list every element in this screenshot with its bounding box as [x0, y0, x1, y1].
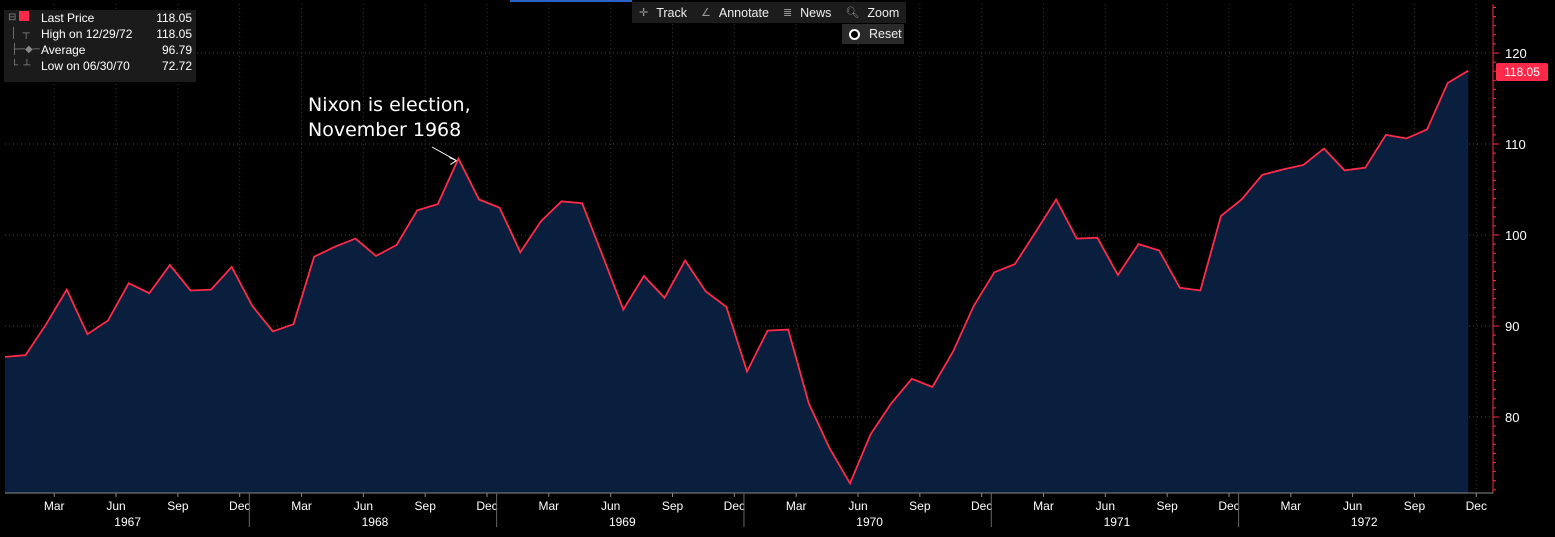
year-label: 1967: [114, 515, 141, 529]
annotation-line-1: Nixon is election,: [308, 94, 471, 116]
last-price-badge: 118.05: [1496, 63, 1548, 81]
x-tick-label: Mar: [1280, 499, 1301, 513]
track-label: Track: [656, 5, 688, 20]
legend-average-label: Average: [41, 43, 86, 57]
x-tick-label: Jun: [601, 499, 620, 513]
collapse-icon[interactable]: ⊟: [8, 10, 36, 26]
pencil-icon: ∠: [701, 7, 711, 19]
area-fill: [5, 70, 1469, 493]
annotate-button[interactable]: ∠ Annotate: [694, 2, 776, 23]
y-tick-label: 100: [1505, 228, 1527, 243]
y-tick-label: 120: [1505, 46, 1527, 61]
news-label: News: [800, 5, 832, 20]
x-tick-label: Mar: [786, 499, 807, 513]
zoom-button[interactable]: 🔍︎ Zoom: [838, 2, 906, 23]
reset-label: Reset: [869, 27, 902, 41]
magnifier-icon: 🔍︎: [845, 7, 860, 19]
x-tick-label: Dec: [1218, 499, 1239, 513]
x-tick-label: Dec: [1466, 499, 1487, 513]
legend-panel: ⊟ Last Price 118.05 │ ┬ High on 12/29/72…: [4, 10, 196, 82]
chart-annotation[interactable]: Nixon is election, November 1968: [308, 93, 471, 143]
x-tick-label: Dec: [971, 499, 992, 513]
chart-toolbar: ✛ Track ∠ Annotate ≣ News 🔍︎ Zoom: [632, 2, 907, 23]
year-label: 1972: [1351, 515, 1378, 529]
x-tick-label: Sep: [167, 499, 189, 513]
annotation-arrowhead: [449, 157, 457, 162]
x-tick-label: Sep: [1404, 499, 1426, 513]
legend-row-last: ⊟ Last Price 118.05: [4, 10, 196, 26]
annotate-label: Annotate: [718, 5, 769, 20]
y-tick-label: 80: [1505, 410, 1519, 425]
news-icon: ≣: [782, 7, 793, 19]
legend-row-high: │ ┬ High on 12/29/72 118.05: [4, 26, 196, 42]
x-tick-label: Jun: [1343, 499, 1362, 513]
year-label: 1971: [1104, 515, 1131, 529]
x-tick-label: Jun: [848, 499, 867, 513]
x-tick-label: Sep: [415, 499, 437, 513]
toolbar-accent-bar: [510, 0, 632, 2]
x-tick-label: Jun: [106, 499, 125, 513]
year-label: 1969: [609, 515, 636, 529]
legend-last-value: 118.05: [156, 11, 192, 25]
x-tick-label: Jun: [1096, 499, 1115, 513]
legend-last-label: Last Price: [41, 11, 95, 25]
legend-low-label: Low on 06/30/70: [41, 59, 130, 73]
annotation-arrowhead: [450, 160, 457, 165]
legend-low-value: 72.72: [161, 59, 192, 73]
legend-high-value: 118.05: [156, 27, 192, 41]
year-label: 1968: [362, 515, 389, 529]
price-line: [4, 69, 1469, 486]
zoom-label: Zoom: [867, 5, 900, 20]
legend-average-value: 96.79: [161, 43, 192, 57]
x-tick-label: Jun: [354, 499, 373, 513]
reset-icon: [849, 28, 860, 40]
x-tick-label: Mar: [291, 499, 312, 513]
year-label: 1970: [856, 515, 883, 529]
x-tick-label: Mar: [539, 499, 560, 513]
x-tick-label: Dec: [476, 499, 497, 513]
legend-row-average: ├─◆─ Average 96.79: [4, 42, 196, 58]
high-marker-icon: │ ┬: [8, 28, 30, 39]
annotation-line-2: November 1968: [308, 119, 462, 141]
x-tick-label: Dec: [229, 499, 250, 513]
x-tick-label: Mar: [1033, 499, 1054, 513]
average-marker-icon: ├─◆─: [8, 44, 40, 55]
x-tick-label: Dec: [724, 499, 745, 513]
x-tick-label: Sep: [909, 499, 931, 513]
reset-button[interactable]: Reset: [842, 24, 904, 44]
crosshair-icon: ✛: [639, 7, 649, 19]
x-tick-label: Mar: [44, 499, 65, 513]
y-tick-label: 110: [1505, 137, 1526, 152]
low-marker-icon: └ ┴: [8, 60, 31, 71]
track-button[interactable]: ✛ Track: [632, 2, 694, 23]
legend-row-low: └ ┴ Low on 06/30/70 72.72: [4, 58, 196, 74]
x-tick-label: Sep: [1156, 499, 1178, 513]
news-button[interactable]: ≣ News: [776, 2, 838, 23]
y-tick-label: 90: [1505, 319, 1519, 334]
x-tick-label: Sep: [662, 499, 684, 513]
legend-high-label: High on 12/29/72: [41, 27, 133, 41]
